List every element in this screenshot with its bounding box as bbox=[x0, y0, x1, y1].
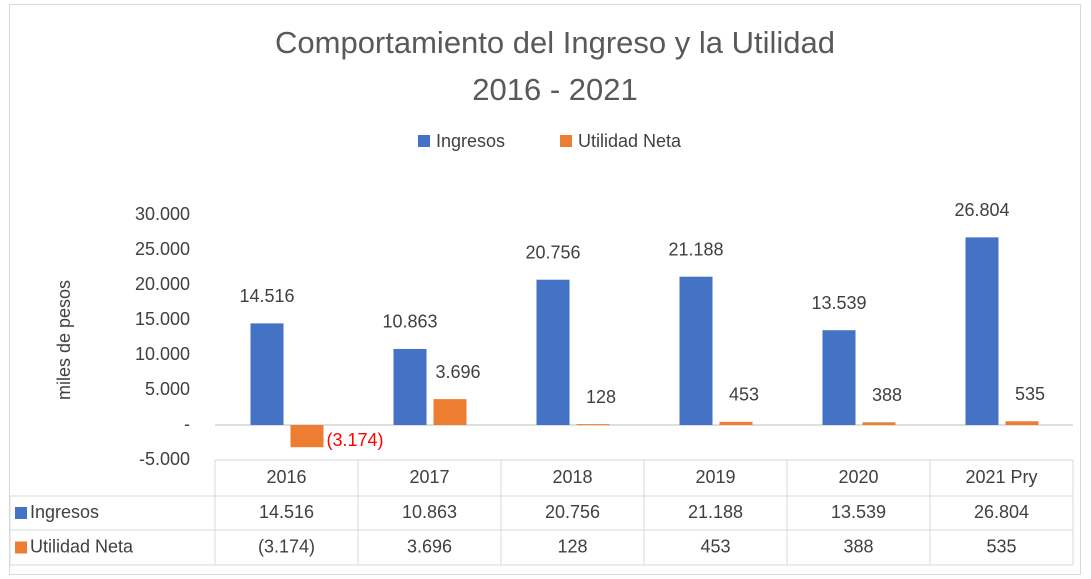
data-label: 26.804 bbox=[954, 200, 1009, 220]
bar bbox=[965, 237, 999, 425]
bar bbox=[250, 323, 284, 425]
y-tick-label: 5.000 bbox=[145, 379, 190, 399]
bar bbox=[1005, 421, 1039, 425]
y-tick-label: 20.000 bbox=[135, 274, 190, 294]
table-legend-swatch bbox=[15, 507, 27, 519]
data-label: 128 bbox=[586, 387, 616, 407]
table-cell: 21.188 bbox=[688, 502, 743, 522]
bar bbox=[393, 348, 427, 425]
table-row-label: Ingresos bbox=[30, 502, 99, 522]
x-tick-label: 2021 Pry bbox=[965, 467, 1037, 487]
x-tick-label: 2017 bbox=[409, 467, 449, 487]
x-tick-label: 2020 bbox=[838, 467, 878, 487]
data-label: 388 bbox=[872, 385, 902, 405]
bar bbox=[679, 276, 713, 425]
table-cell: 26.804 bbox=[974, 502, 1029, 522]
y-tick-label: 15.000 bbox=[135, 309, 190, 329]
chart-title: Comportamiento del Ingreso y la Utilidad bbox=[275, 25, 835, 60]
data-label: 535 bbox=[1015, 384, 1045, 404]
table-cell: 453 bbox=[700, 536, 730, 556]
bar bbox=[576, 424, 610, 426]
data-label: 13.539 bbox=[811, 293, 866, 313]
bar bbox=[862, 422, 896, 425]
bar bbox=[290, 425, 324, 448]
bar bbox=[433, 399, 467, 425]
y-tick-label: 25.000 bbox=[135, 239, 190, 259]
data-label: 14.516 bbox=[239, 286, 294, 306]
bar bbox=[719, 421, 753, 425]
data-label: (3.174) bbox=[327, 430, 384, 450]
table-row-label: Utilidad Neta bbox=[30, 536, 134, 556]
y-tick-label: 30.000 bbox=[135, 204, 190, 224]
table-cell: 13.539 bbox=[831, 502, 886, 522]
table-cell: 388 bbox=[843, 536, 873, 556]
table-legend-swatch bbox=[15, 541, 27, 554]
table-cell: 535 bbox=[986, 536, 1016, 556]
table-cell: 20.756 bbox=[545, 502, 600, 522]
x-tick-label: 2016 bbox=[266, 467, 306, 487]
legend-label: Utilidad Neta bbox=[578, 131, 682, 151]
y-tick-label: -5.000 bbox=[139, 449, 190, 469]
table-cell: 3.696 bbox=[407, 536, 452, 556]
x-tick-label: 2018 bbox=[552, 467, 592, 487]
table-cell: 10.863 bbox=[402, 502, 457, 522]
data-label: 3.696 bbox=[435, 362, 480, 382]
data-label: 10.863 bbox=[382, 312, 437, 332]
y-axis-label: miles de pesos bbox=[54, 280, 74, 400]
data-label: 453 bbox=[729, 385, 759, 405]
legend-label: Ingresos bbox=[436, 131, 505, 151]
legend-swatch bbox=[418, 135, 430, 147]
bar bbox=[822, 330, 856, 425]
chart-subtitle: 2016 - 2021 bbox=[472, 72, 637, 107]
data-label: 20.756 bbox=[525, 242, 580, 262]
data-label: 21.188 bbox=[668, 239, 723, 259]
bar bbox=[536, 279, 570, 425]
table-cell: 128 bbox=[557, 536, 587, 556]
x-tick-label: 2019 bbox=[695, 467, 735, 487]
y-tick-label: 10.000 bbox=[135, 344, 190, 364]
table-cell: (3.174) bbox=[258, 536, 315, 556]
table-cell: 14.516 bbox=[259, 502, 314, 522]
y-tick-label: - bbox=[184, 414, 190, 434]
legend-swatch bbox=[560, 135, 572, 147]
